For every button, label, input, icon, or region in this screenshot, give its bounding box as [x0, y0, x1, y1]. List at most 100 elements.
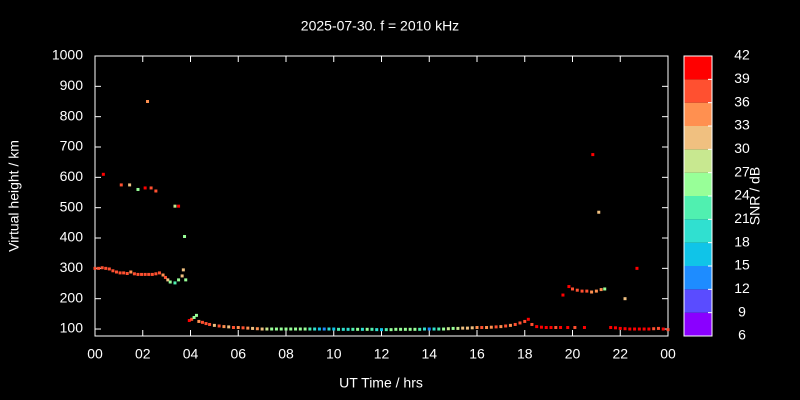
data-point	[461, 326, 465, 330]
data-point	[129, 270, 133, 274]
data-point	[236, 326, 240, 330]
data-point	[212, 323, 216, 327]
data-point	[575, 288, 579, 292]
colorbar-swatch	[684, 312, 712, 336]
chart-title: 2025-07-30. f = 2010 kHz	[301, 18, 459, 34]
data-point	[317, 327, 321, 331]
data-point	[204, 322, 208, 326]
colorbar-tick-label: 33	[734, 117, 750, 133]
data-point	[100, 266, 104, 270]
colorbar-tick-label: 24	[734, 187, 750, 203]
data-point	[166, 278, 170, 282]
data-point	[265, 327, 269, 331]
data-point	[132, 272, 136, 276]
data-point	[623, 327, 627, 331]
data-point	[161, 273, 165, 277]
data-point	[200, 320, 204, 324]
data-point	[523, 319, 527, 323]
data-point	[628, 327, 632, 331]
colorbar-tick-label: 9	[738, 303, 746, 319]
data-point	[101, 172, 105, 176]
data-point	[149, 186, 153, 190]
data-point	[303, 327, 307, 331]
data-point	[180, 274, 184, 278]
data-point	[446, 327, 450, 331]
data-point	[173, 281, 177, 285]
data-point	[513, 322, 517, 326]
data-point	[571, 287, 574, 291]
data-point	[591, 153, 595, 157]
data-point	[561, 293, 565, 297]
data-point	[508, 323, 512, 327]
x-tick-label: 20	[565, 346, 581, 362]
y-tick-label: 200	[60, 289, 84, 305]
data-point	[122, 271, 126, 275]
x-tick-label: 22	[612, 346, 628, 362]
colorbar-swatch	[684, 126, 712, 150]
colorbar-tick-label: 42	[734, 47, 750, 63]
data-point	[485, 326, 489, 330]
data-point	[217, 324, 221, 328]
data-point	[544, 326, 548, 330]
data-point	[341, 327, 345, 331]
data-point	[143, 186, 147, 190]
data-point	[456, 326, 460, 330]
data-point	[97, 266, 101, 270]
data-point	[666, 328, 670, 332]
data-point	[637, 327, 641, 331]
y-tick-label: 800	[60, 107, 84, 123]
data-point	[539, 325, 543, 329]
data-point	[260, 327, 264, 331]
colorbar-tick-label: 18	[734, 233, 750, 249]
colorbar-swatch	[684, 196, 712, 220]
data-point	[146, 100, 150, 104]
data-point	[177, 204, 181, 208]
data-point	[251, 326, 255, 330]
colorbar-swatch	[684, 266, 712, 290]
colorbar-tick-label: 6	[738, 327, 746, 343]
colorbar-tick-label: 15	[734, 257, 750, 273]
data-point	[403, 327, 407, 331]
data-point	[661, 327, 665, 331]
data-point	[360, 327, 364, 331]
x-tick-label: 16	[469, 346, 485, 362]
data-point	[154, 272, 158, 276]
x-tick-label: 12	[374, 346, 390, 362]
x-tick-label: 00	[660, 346, 676, 362]
data-point	[594, 289, 598, 293]
data-point	[227, 325, 231, 329]
data-point	[332, 327, 336, 331]
colorbar-tick-label: 36	[734, 93, 750, 109]
data-point	[526, 317, 530, 321]
data-point	[190, 317, 194, 321]
colorbar-swatch	[684, 102, 712, 126]
data-point	[308, 327, 312, 331]
data-point	[494, 325, 498, 329]
data-point	[603, 287, 607, 291]
colorbar-swatch	[684, 172, 712, 196]
data-point	[255, 327, 259, 331]
data-point	[652, 327, 656, 331]
data-point	[590, 290, 594, 294]
x-axis-label: UT Time / hrs	[339, 375, 423, 391]
data-point	[609, 326, 613, 330]
data-point	[136, 272, 140, 276]
data-point	[298, 327, 302, 331]
data-point	[107, 267, 111, 271]
data-point	[470, 326, 474, 330]
data-point	[465, 326, 469, 330]
data-point	[284, 327, 288, 331]
data-point	[119, 183, 123, 187]
data-point	[413, 327, 417, 331]
data-point	[489, 325, 493, 329]
data-point	[549, 326, 553, 330]
y-tick-label: 600	[60, 168, 84, 184]
data-point	[380, 328, 383, 332]
data-point	[365, 327, 369, 331]
data-point	[143, 272, 147, 276]
data-point	[270, 327, 274, 331]
data-point	[370, 327, 374, 331]
data-point	[432, 327, 436, 331]
colorbar-tick-label: 12	[734, 280, 750, 296]
data-point	[356, 327, 360, 331]
